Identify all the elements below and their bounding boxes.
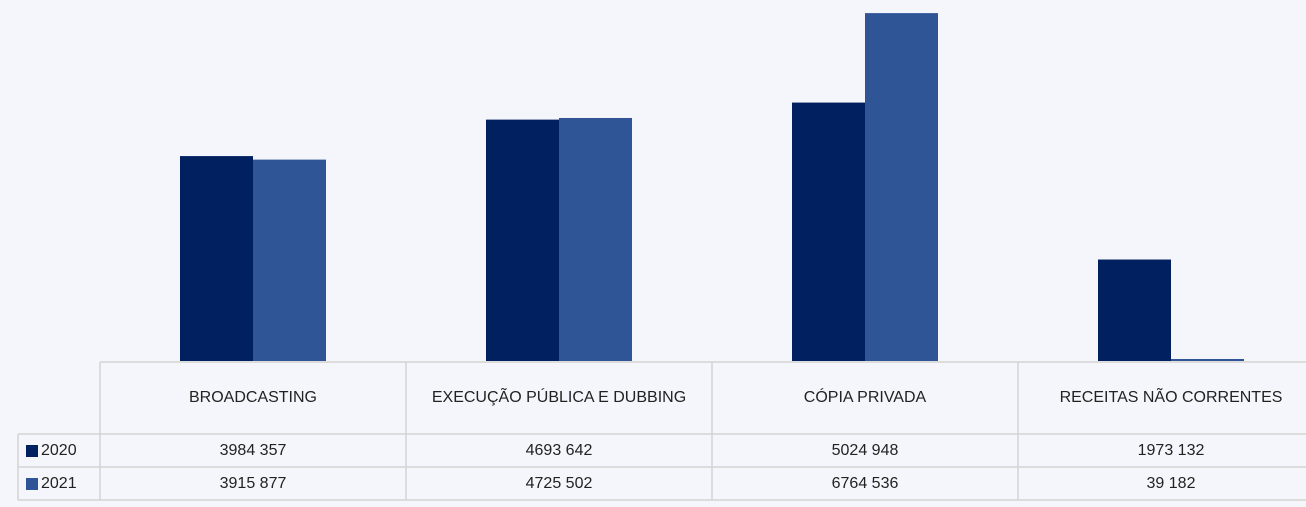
value-label: 6764 536 [831, 474, 899, 492]
bar [1171, 358, 1244, 361]
bar [792, 102, 865, 362]
legend-label: 2021 [41, 474, 77, 492]
value-label: 3984 357 [219, 441, 287, 459]
value-label: 5024 948 [831, 441, 899, 459]
category-label: BROADCASTING [188, 389, 317, 406]
bar [486, 119, 559, 361]
bar [1098, 259, 1171, 361]
bar [865, 13, 938, 361]
legend-entry: 2021 [18, 467, 100, 500]
legend-label: 2020 [41, 441, 77, 459]
category-label: EXECUÇÃO PÚBLICA E DUBBING [431, 389, 687, 406]
category-label: CÓPIA PRIVADA [803, 389, 927, 406]
value-label: 3915 877 [219, 474, 287, 492]
legend-swatch [26, 444, 38, 457]
legend-entry: 2020 [18, 434, 100, 467]
legend-swatch [26, 477, 38, 490]
value-label: 1973 132 [1137, 441, 1205, 459]
bar [253, 159, 326, 361]
value-label: 4725 502 [525, 474, 593, 492]
bar [559, 117, 632, 361]
category-label: RECEITAS NÃO CORRENTES [1059, 389, 1283, 406]
bar [180, 156, 253, 361]
value-label: 39 182 [1146, 474, 1196, 492]
value-label: 4693 642 [525, 441, 593, 459]
